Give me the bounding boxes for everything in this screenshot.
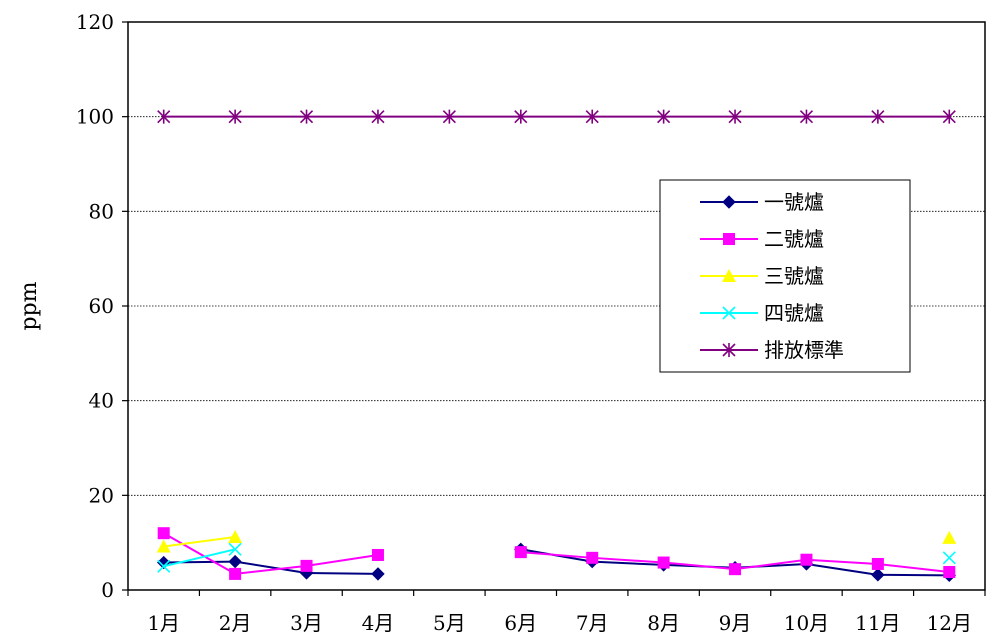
y-axis: 0 20 40 60 80 100 120 bbox=[76, 10, 128, 602]
x-tick-label: 11月 bbox=[855, 611, 900, 635]
data-point bbox=[300, 559, 313, 572]
data-point bbox=[157, 527, 170, 540]
y-tick-label: 80 bbox=[89, 199, 114, 223]
series bbox=[157, 542, 956, 573]
data-point bbox=[371, 109, 385, 124]
data-point bbox=[657, 556, 670, 569]
legend-item: 三號爐 bbox=[700, 264, 824, 288]
series-line-segment bbox=[520, 551, 593, 559]
series-line-segment bbox=[734, 558, 807, 571]
data-point bbox=[871, 568, 885, 582]
legend-label: 排放標準 bbox=[764, 338, 844, 362]
legend-label: 四號爐 bbox=[764, 301, 824, 325]
x-tick-label: 7月 bbox=[576, 611, 609, 635]
data-point bbox=[723, 233, 735, 245]
data-point bbox=[943, 566, 956, 579]
data-point bbox=[229, 567, 242, 580]
data-point bbox=[514, 546, 527, 559]
data-point bbox=[157, 559, 171, 573]
data-point bbox=[442, 109, 456, 124]
series-line-segment bbox=[806, 558, 878, 565]
x-tick-label: 1月 bbox=[147, 611, 180, 635]
legend-item: 四號爐 bbox=[700, 301, 824, 325]
x-tick-label: 10月 bbox=[784, 611, 829, 635]
data-point bbox=[299, 109, 314, 124]
data-point bbox=[585, 109, 599, 124]
data-point bbox=[722, 269, 736, 282]
x-tick-label: 8月 bbox=[647, 611, 680, 635]
series-line-segment bbox=[877, 562, 950, 574]
x-axis: 1月 2月 3月 4月 5月 6月 7月 8月 9月 10月 11月 12月 bbox=[127, 590, 986, 635]
series-line-segment bbox=[306, 571, 378, 575]
data-point bbox=[228, 529, 243, 543]
series-line-segment bbox=[235, 564, 307, 575]
y-tick-label: 60 bbox=[89, 294, 114, 318]
series-line-segment bbox=[234, 560, 307, 574]
y-tick-label: 40 bbox=[89, 389, 114, 413]
data-point bbox=[228, 542, 242, 556]
series-line-segment bbox=[163, 535, 236, 548]
y-tick-label: 20 bbox=[89, 483, 114, 507]
data-point bbox=[371, 567, 385, 581]
series-line-segment bbox=[163, 532, 236, 575]
data-point bbox=[228, 554, 242, 569]
legend-label: 一號爐 bbox=[764, 190, 824, 214]
x-tick-label: 12月 bbox=[927, 611, 972, 635]
x-tick-label: 9月 bbox=[719, 611, 752, 635]
series-line-segment bbox=[592, 556, 664, 564]
series bbox=[157, 527, 956, 580]
data-point bbox=[800, 553, 813, 566]
data-point bbox=[942, 530, 957, 544]
y-tick-label: 0 bbox=[101, 578, 114, 602]
x-tick-label: 3月 bbox=[290, 611, 323, 635]
legend-item: 一號爐 bbox=[700, 190, 824, 214]
data-point bbox=[871, 557, 884, 570]
data-point bbox=[586, 551, 599, 564]
data-point bbox=[729, 563, 742, 576]
series-line-segment bbox=[163, 560, 236, 564]
x-tick-label: 5月 bbox=[433, 611, 466, 635]
series-line-segment bbox=[806, 562, 879, 576]
legend-label: 二號爐 bbox=[764, 227, 824, 251]
series-line-segment bbox=[163, 548, 236, 568]
series-line-segment bbox=[663, 561, 736, 571]
x-tick-label: 4月 bbox=[362, 611, 395, 635]
data-point bbox=[942, 551, 956, 565]
data-point bbox=[371, 548, 384, 561]
x-tick-label: 2月 bbox=[219, 611, 252, 635]
series bbox=[156, 529, 957, 553]
data-point bbox=[722, 306, 736, 320]
series-line-segment bbox=[592, 560, 664, 566]
data-point bbox=[728, 109, 742, 124]
series-line-segment bbox=[306, 553, 379, 567]
data-point bbox=[871, 109, 885, 124]
legend-item: 排放標準 bbox=[700, 338, 844, 362]
data-point bbox=[722, 343, 736, 357]
data-point bbox=[657, 109, 671, 124]
legend-item: 二號爐 bbox=[700, 227, 824, 251]
data-point bbox=[157, 109, 171, 124]
data-point bbox=[722, 195, 736, 209]
y-tick-label: 100 bbox=[76, 105, 114, 129]
data-point bbox=[942, 109, 956, 124]
data-point bbox=[514, 109, 528, 124]
series-group bbox=[156, 109, 957, 583]
y-axis-label: ppm bbox=[17, 281, 42, 330]
data-point bbox=[799, 109, 814, 124]
data-point bbox=[228, 109, 242, 124]
legend-label: 三號爐 bbox=[764, 264, 824, 288]
series bbox=[157, 109, 956, 124]
data-point bbox=[156, 539, 171, 553]
y-tick-label: 120 bbox=[76, 10, 114, 34]
x-tick-label: 6月 bbox=[504, 611, 537, 635]
